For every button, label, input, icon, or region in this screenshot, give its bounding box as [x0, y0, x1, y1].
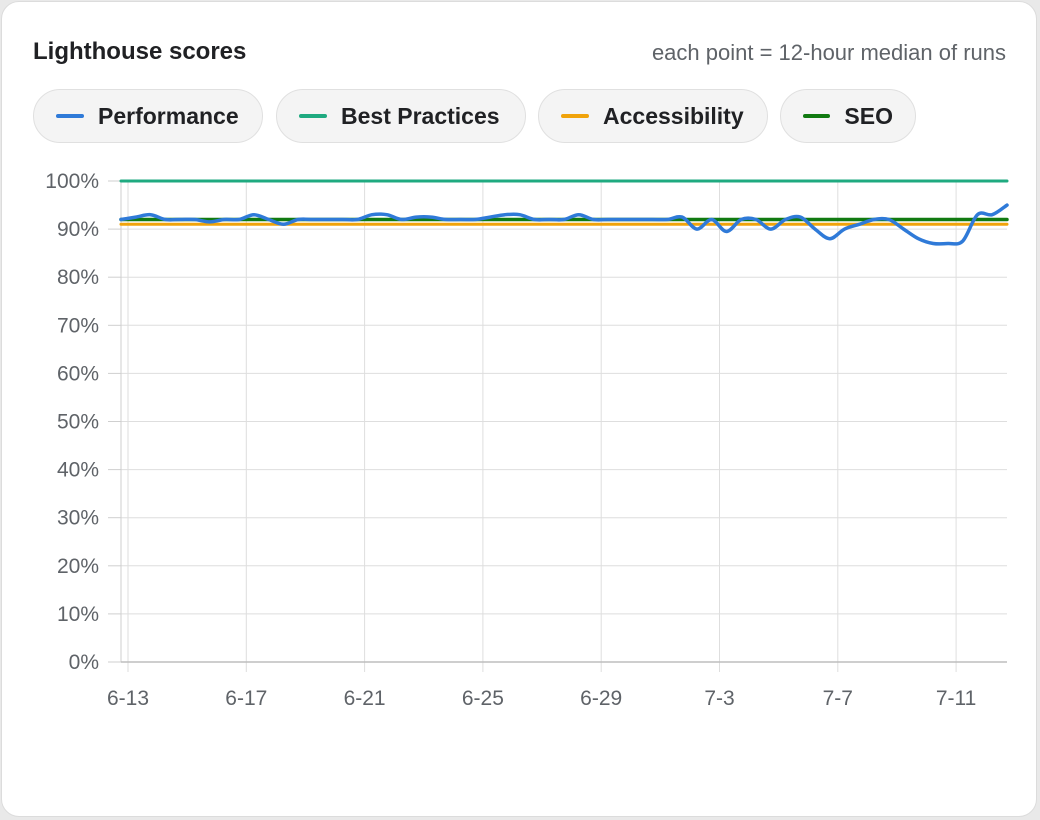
grid-lines [121, 180, 1007, 672]
chart-subtitle: each point = 12-hour median of runs [651, 40, 1006, 65]
y-tick-label: 70% [57, 314, 99, 337]
best-practices-swatch-icon [299, 114, 327, 118]
x-tick-label: 6-21 [344, 687, 386, 710]
y-tick-label: 60% [57, 362, 99, 385]
y-axis: 0% 10% 20% 30% 40% 50% 60% 70% 80% 90% 100% [45, 170, 122, 674]
accessibility-swatch-icon [561, 114, 589, 118]
legend-label-accessibility: Accessibility [603, 102, 744, 129]
y-tick-label: 0% [69, 651, 99, 674]
x-tick-label: 7-11 [936, 687, 976, 710]
x-tick-label: 7-7 [823, 687, 853, 710]
x-tick-label: 6-25 [462, 687, 504, 710]
series-lines [119, 179, 1009, 246]
x-tick-label: 6-13 [107, 687, 149, 710]
legend-label-best-practices: Best Practices [341, 102, 500, 129]
x-tick-label: 6-17 [225, 687, 267, 710]
seo-swatch-icon [803, 114, 831, 118]
legend-chip-best-practices[interactable]: Best Practices [276, 89, 526, 143]
y-tick-label: 80% [57, 266, 99, 289]
x-tick-label: 7-3 [704, 687, 734, 710]
legend-chip-seo[interactable]: SEO [780, 89, 916, 143]
y-tick-label: 50% [57, 411, 99, 434]
performance-series-line [119, 203, 1009, 246]
y-tick-label: 90% [57, 218, 99, 241]
y-tick-label: 40% [57, 459, 99, 482]
y-tick-label: 100% [45, 170, 99, 193]
x-axis: 6-13 6-17 6-21 6-25 6-29 7-3 7-7 7-11 [107, 661, 1007, 710]
performance-swatch-icon [56, 114, 84, 118]
legend-label-performance: Performance [98, 102, 239, 129]
legend-chip-accessibility[interactable]: Accessibility [538, 89, 768, 143]
legend-label-seo: SEO [844, 102, 893, 129]
y-tick-label: 10% [57, 603, 99, 626]
legend-chip-performance[interactable]: Performance [33, 89, 263, 143]
x-tick-label: 6-29 [580, 687, 622, 710]
y-tick-label: 20% [57, 555, 99, 578]
chart-title: Lighthouse scores [33, 38, 247, 65]
y-tick-label: 30% [57, 507, 99, 530]
